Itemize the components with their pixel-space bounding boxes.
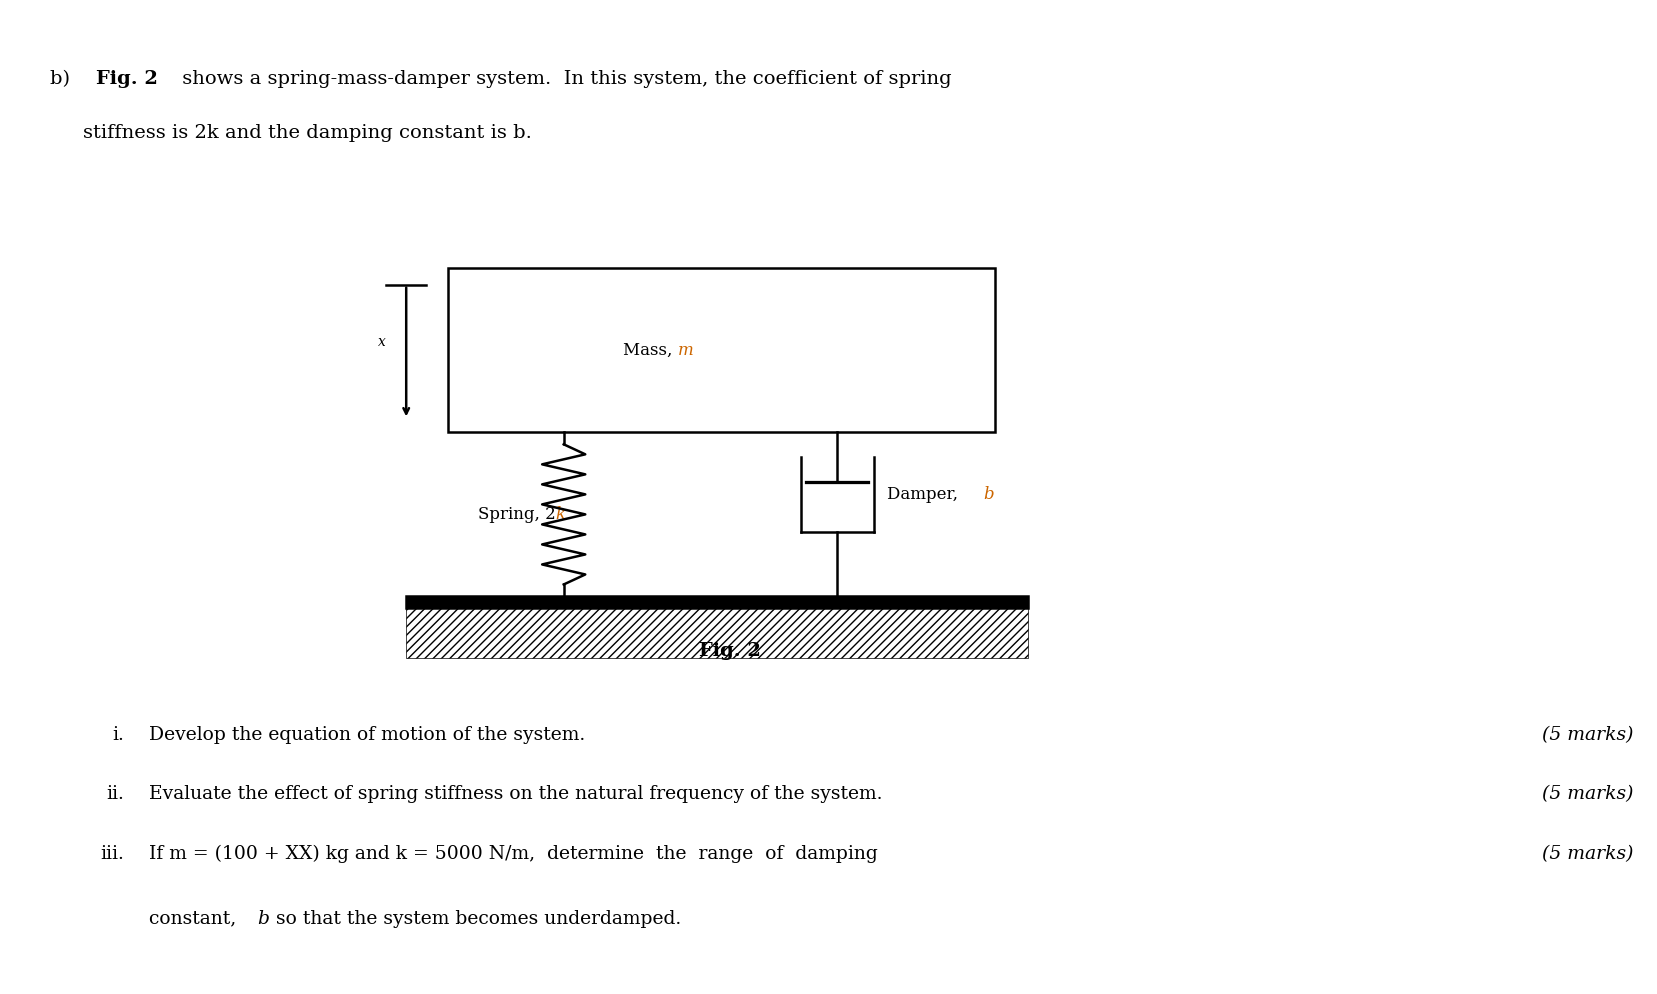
- Text: stiffness is 2k and the damping constant is b.: stiffness is 2k and the damping constant…: [83, 124, 532, 142]
- Text: b): b): [50, 70, 80, 87]
- Text: ii.: ii.: [106, 785, 124, 803]
- Text: Mass,: Mass,: [623, 342, 678, 359]
- Text: If m = (100 + XX) kg and k = 5000 N/m,  determine  the  range  of  damping: If m = (100 + XX) kg and k = 5000 N/m, d…: [149, 845, 878, 863]
- Text: shows a spring-mass-damper system.  In this system, the coefficient of spring: shows a spring-mass-damper system. In th…: [176, 70, 951, 87]
- Text: so that the system becomes underdamped.: so that the system becomes underdamped.: [270, 910, 681, 927]
- Text: (5 marks): (5 marks): [1541, 726, 1632, 744]
- Text: Damper,: Damper,: [886, 486, 963, 503]
- Text: k: k: [555, 506, 565, 523]
- Text: i.: i.: [113, 726, 124, 744]
- Bar: [406, 596, 1027, 608]
- Text: (5 marks): (5 marks): [1541, 845, 1632, 863]
- Text: Fig. 2: Fig. 2: [698, 642, 761, 660]
- Text: Develop the equation of motion of the system.: Develop the equation of motion of the sy…: [149, 726, 585, 744]
- Text: Evaluate the effect of spring stiffness on the natural frequency of the system.: Evaluate the effect of spring stiffness …: [149, 785, 882, 803]
- Text: b: b: [257, 910, 268, 927]
- Text: constant,: constant,: [149, 910, 242, 927]
- Text: b: b: [983, 486, 993, 503]
- Text: (5 marks): (5 marks): [1541, 785, 1632, 803]
- Text: m: m: [678, 342, 693, 359]
- Bar: [406, 608, 1027, 658]
- Text: Fig. 2: Fig. 2: [96, 70, 157, 87]
- Text: x: x: [378, 335, 386, 349]
- Text: Spring, 2: Spring, 2: [477, 506, 555, 523]
- Text: iii.: iii.: [101, 845, 124, 863]
- FancyBboxPatch shape: [447, 268, 994, 432]
